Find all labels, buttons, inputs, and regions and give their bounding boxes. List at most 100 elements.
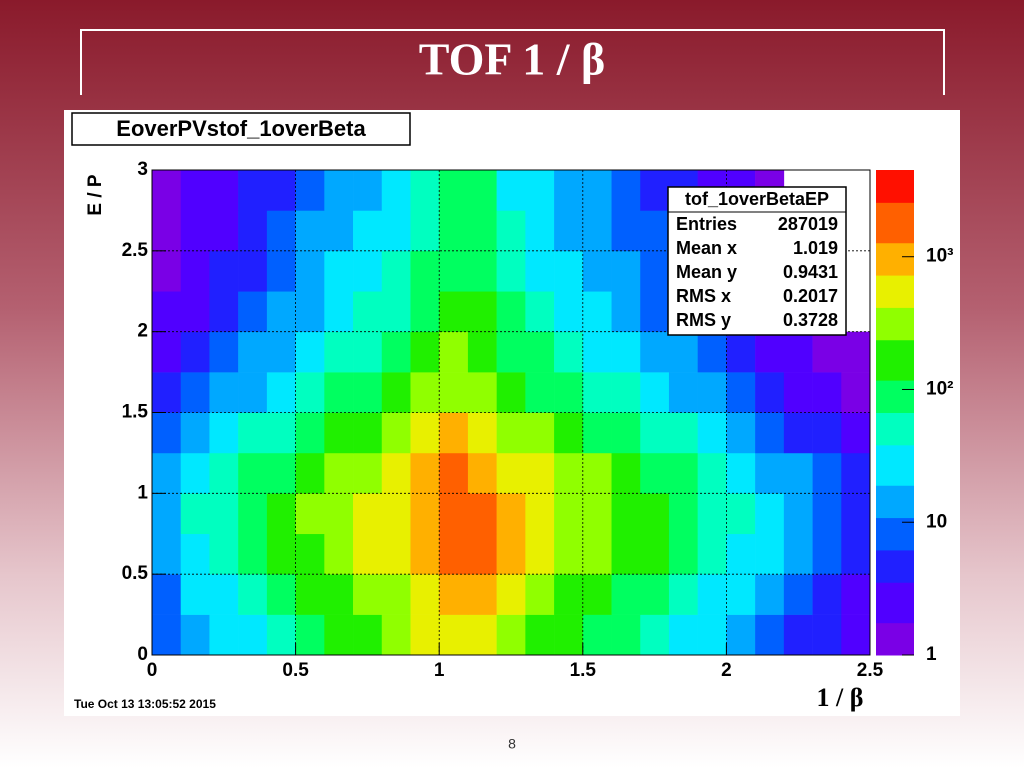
heatmap-cell <box>525 210 555 252</box>
heatmap-cell <box>295 372 325 413</box>
heatmap-cell <box>381 372 411 413</box>
palette-segment <box>876 372 914 381</box>
heatmap-cell <box>381 331 411 373</box>
heatmap-cell <box>611 210 641 252</box>
heatmap-cell <box>668 412 698 454</box>
heatmap-cell <box>353 412 383 454</box>
heatmap-cell <box>582 372 612 413</box>
x-axis-title: 1 / β <box>817 683 864 712</box>
heatmap-cell <box>209 372 239 413</box>
palette-segment <box>876 339 914 349</box>
heatmap-cell <box>525 412 555 454</box>
stats-title: tof_1overBetaEP <box>685 189 829 209</box>
heatmap-cell <box>668 574 698 615</box>
heatmap-cell <box>381 291 411 332</box>
heatmap-cell <box>353 331 383 373</box>
heatmap-cell <box>755 331 785 373</box>
heatmap-cell <box>812 412 842 454</box>
heatmap-cell <box>439 372 469 413</box>
heatmap-cell <box>582 291 612 332</box>
heatmap-cell <box>697 452 727 494</box>
palette-segment <box>876 436 914 446</box>
heatmap-cell <box>353 250 383 292</box>
heatmap-cell <box>209 614 239 656</box>
x-tick-label: 2.5 <box>857 660 884 681</box>
heatmap-cell <box>582 614 612 656</box>
heatmap-cell <box>640 331 670 373</box>
heatmap-cell <box>238 614 268 656</box>
x-tick-label: 0 <box>147 660 158 681</box>
heatmap-cell <box>381 493 411 535</box>
y-tick-label: 0.5 <box>122 563 149 584</box>
heatmap-cell <box>582 331 612 373</box>
heatmap-cell <box>439 533 469 575</box>
heatmap-cell <box>295 614 325 656</box>
heatmap-cell <box>324 331 354 373</box>
z-tick-label: 10² <box>926 378 953 399</box>
heatmap-cell <box>640 170 670 211</box>
heatmap-cell <box>841 614 871 656</box>
heatmap-cell <box>697 372 727 413</box>
heatmap-cell <box>295 452 325 494</box>
heatmap-cell <box>582 493 612 535</box>
heatmap-cell <box>496 493 526 535</box>
heatmap-cell <box>439 574 469 615</box>
heatmap-cell <box>640 250 670 292</box>
title-box <box>71 112 411 146</box>
heatmap-cell <box>496 170 526 211</box>
heatmap-cell <box>611 250 641 292</box>
heatmap-cell <box>410 170 440 211</box>
heatmap-cell <box>467 493 497 535</box>
heatmap-cell <box>152 493 182 535</box>
heatmap-cell <box>496 372 526 413</box>
palette-segment <box>876 299 914 308</box>
heatmap-cell <box>238 533 268 575</box>
heatmap-cell <box>324 291 354 332</box>
palette-segment <box>876 614 914 624</box>
heatmap-cell <box>381 210 411 252</box>
heatmap-cell <box>841 493 871 535</box>
heatmap-cell <box>554 331 584 373</box>
heatmap-cell <box>180 574 210 615</box>
heatmap-cell <box>324 452 354 494</box>
heatmap-cell <box>611 452 641 494</box>
heatmap-cell <box>266 574 296 615</box>
heatmap-cell <box>496 331 526 373</box>
heatmap-cell <box>152 574 182 615</box>
palette-segment <box>876 638 914 648</box>
heatmap-cell <box>266 331 296 373</box>
heatmap-cell <box>467 412 497 454</box>
heatmap-cell <box>439 250 469 292</box>
palette-segment <box>876 226 914 236</box>
heatmap-cell <box>439 493 469 535</box>
z-tick-label: 1 <box>926 644 937 665</box>
heatmap-cell <box>266 614 296 656</box>
page-number: 8 <box>508 736 516 752</box>
heatmap-cell <box>467 250 497 292</box>
palette-segment <box>876 347 914 357</box>
heatmap-cell <box>381 250 411 292</box>
heatmap-cell <box>180 210 210 252</box>
heatmap-cell <box>410 574 440 615</box>
heatmap-cell <box>841 412 871 454</box>
heatmap-cell <box>324 412 354 454</box>
heatmap-cell <box>611 170 641 211</box>
heatmap-cell <box>697 412 727 454</box>
heatmap-cell <box>467 533 497 575</box>
palette-segment <box>876 186 914 195</box>
heatmap-cell <box>726 452 756 494</box>
heatmap-cell <box>381 170 411 211</box>
heatmap-cell <box>152 372 182 413</box>
heatmap-cell <box>152 412 182 454</box>
heatmap-cell <box>554 493 584 535</box>
heatmap-cell <box>611 614 641 656</box>
heatmap-cell <box>783 574 813 615</box>
heatmap-cell <box>496 533 526 575</box>
heatmap-cell <box>496 210 526 252</box>
palette-segment <box>876 558 914 567</box>
palette-segment <box>876 444 914 454</box>
heatmap-cell <box>180 291 210 332</box>
palette-segment <box>876 380 914 389</box>
heatmap-cell <box>324 533 354 575</box>
stats-value: 0.2017 <box>783 286 838 306</box>
